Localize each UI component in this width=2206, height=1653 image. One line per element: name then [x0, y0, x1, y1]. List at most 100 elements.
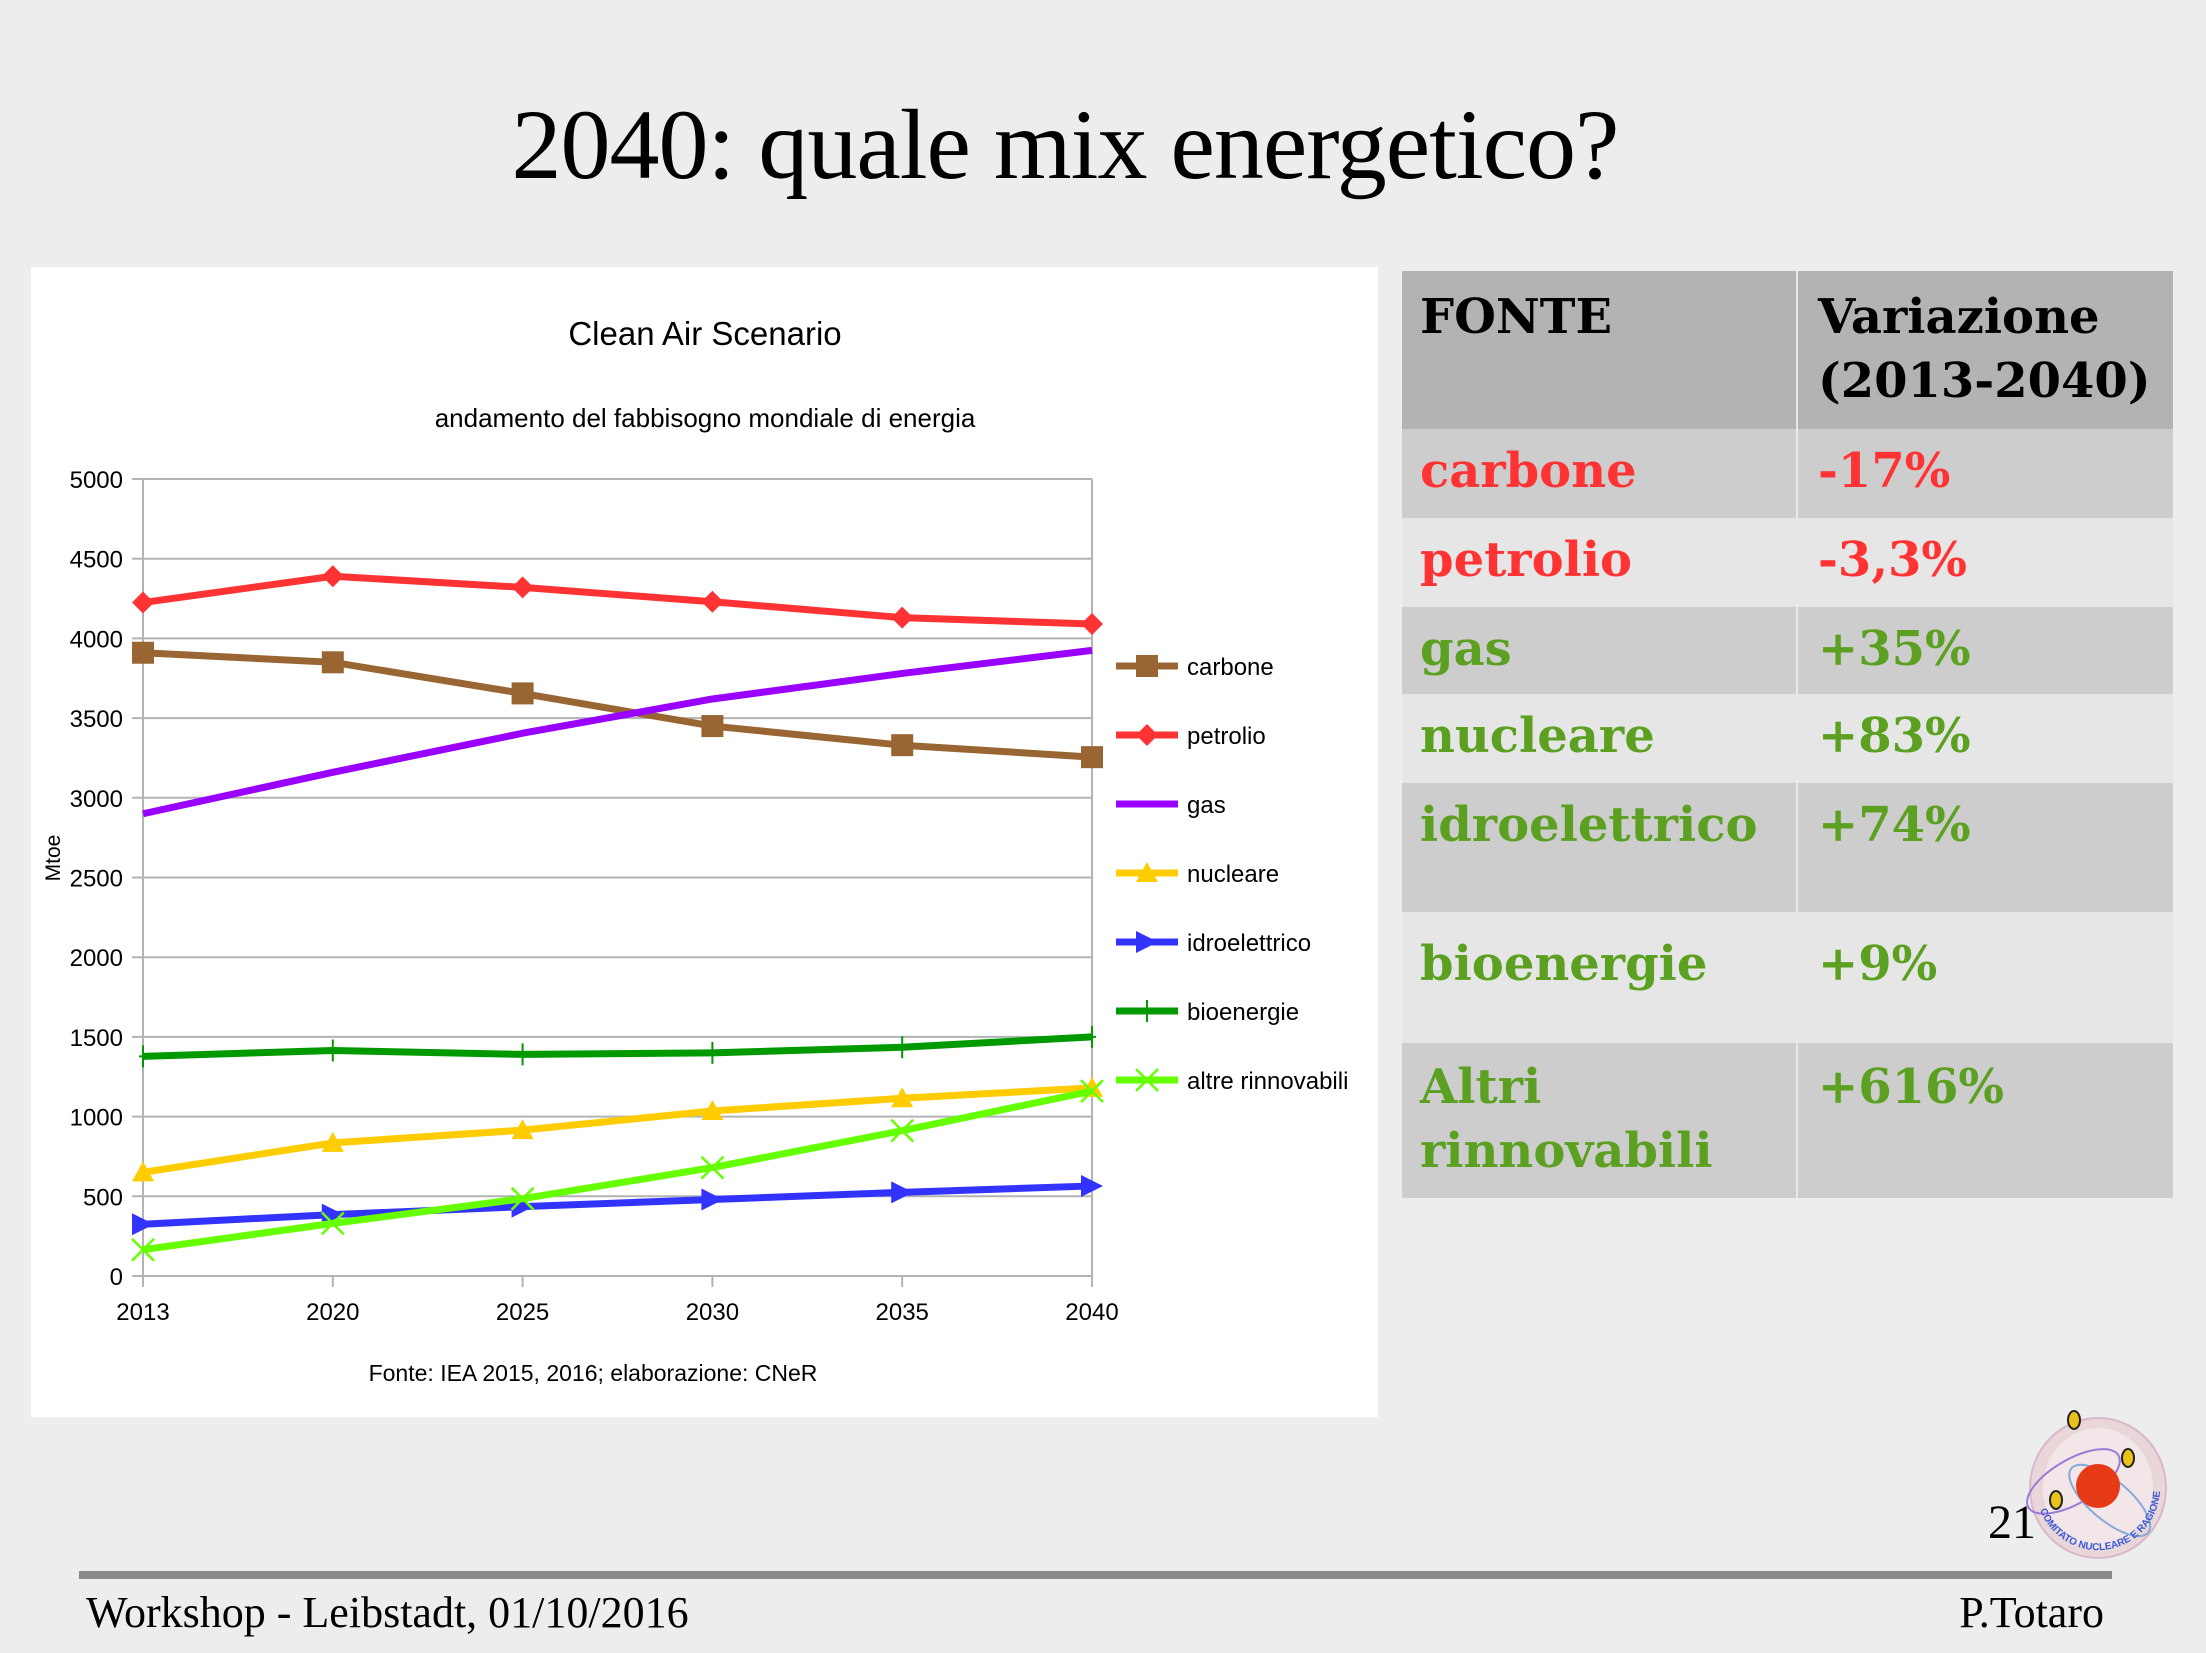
data-point — [132, 1213, 154, 1236]
row-fonte-line1: Altri — [1420, 1059, 1542, 1115]
data-point — [518, 1043, 527, 1066]
legend-marker — [1135, 1068, 1159, 1092]
y-tick-label: 5000 — [70, 467, 123, 494]
data-point — [511, 1119, 534, 1140]
row-fonte: bioenergie — [1402, 912, 1798, 1043]
data-point — [328, 1039, 337, 1062]
y-tick-label: 4500 — [70, 547, 123, 574]
table-header-row: FONTE Variazione (2013-2040) — [1402, 271, 2173, 429]
table-row: gas +35% — [1402, 607, 2173, 694]
x-tick-label: 2013 — [116, 1299, 169, 1326]
data-point — [1088, 1025, 1096, 1048]
row-variazione: +83% — [1818, 708, 1971, 764]
legend-marker — [1143, 1000, 1151, 1022]
y-axis-label: Mtoe — [42, 835, 65, 882]
header-variazione: Variazione (2013-2040) — [1798, 271, 2173, 429]
footer-divider — [79, 1571, 2112, 1579]
data-point — [511, 682, 534, 705]
legend-label: gas — [1187, 792, 1226, 819]
y-tick-label: 2500 — [70, 866, 123, 893]
table-row: nucleare +83% — [1402, 694, 2173, 783]
row-variazione: -3,3% — [1818, 532, 1968, 588]
series-petrolio — [132, 565, 1103, 636]
series-line — [142, 1084, 1093, 1176]
series-line — [142, 1033, 1093, 1060]
data-point — [321, 1203, 344, 1226]
data-point — [700, 1155, 725, 1180]
cner-logo: COMITATO NUCLEARE E RAGIONE — [2026, 1410, 2167, 1559]
legend-label: nucleare — [1187, 861, 1279, 888]
bee-icon — [2049, 1410, 2135, 1510]
data-point — [320, 1211, 345, 1236]
row-variazione: +616% — [1818, 1059, 2005, 1115]
x-tick-label: 2025 — [496, 1299, 549, 1326]
chart-subtitle: andamento del fabbisogno mondiale di ene… — [435, 403, 976, 433]
header-variazione-line1: Variazione — [1818, 289, 2100, 345]
x-tick-label: 2040 — [1065, 1299, 1118, 1326]
legend-item: bioenergie — [1116, 999, 1299, 1026]
x-tick-label: 2020 — [306, 1299, 359, 1326]
legend-item: carbone — [1116, 654, 1274, 681]
row-fonte: carbone — [1402, 429, 1798, 518]
legend-item: nucleare — [1116, 861, 1279, 888]
variation-table: FONTE Variazione (2013-2040) carbone -17… — [1402, 271, 2173, 1198]
footer-author: P.Totaro — [1959, 1588, 2104, 1637]
data-point — [132, 1161, 154, 1182]
row-variazione: +74% — [1818, 797, 1971, 853]
legend-label: idroelettrico — [1187, 930, 1311, 957]
row-fonte: petrolio — [1402, 518, 1798, 607]
data-point — [708, 1041, 717, 1064]
data-point — [701, 715, 724, 738]
legend-marker — [1136, 931, 1158, 953]
row-fonte: idroelettrico — [1402, 783, 1798, 912]
series-altre-rinnovabili — [131, 1079, 1104, 1262]
y-tick-label: 1500 — [70, 1025, 123, 1052]
data-point — [132, 641, 154, 664]
legend-item: gas — [1116, 792, 1226, 819]
data-point — [132, 591, 154, 614]
y-tick-label: 0 — [110, 1264, 123, 1291]
data-point — [1081, 1174, 1103, 1197]
legend-label: bioenergie — [1187, 999, 1299, 1026]
data-point — [321, 565, 344, 588]
y-tick-label: 2000 — [70, 945, 123, 972]
series-line — [142, 1182, 1093, 1228]
data-point — [131, 1237, 155, 1262]
table-row: petrolio -3,3% — [1402, 518, 2173, 607]
legend-item: petrolio — [1116, 723, 1266, 750]
legend-marker — [1136, 724, 1158, 746]
data-point — [891, 606, 914, 629]
data-point — [890, 1118, 915, 1143]
series-line — [142, 1087, 1093, 1254]
data-point — [511, 576, 534, 599]
footer-event: Workshop - Leibstadt, 01/10/2016 — [86, 1588, 689, 1637]
legend-item: idroelettrico — [1116, 930, 1311, 957]
chart-source-note: Fonte: IEA 2015, 2016; elaborazione: CNe… — [369, 1360, 818, 1386]
row-variazione: +35% — [1818, 621, 1971, 677]
row-fonte: gas — [1402, 607, 1798, 694]
series-nucleare — [132, 1076, 1103, 1182]
y-tick-label: 3500 — [70, 706, 123, 733]
data-point — [701, 1188, 724, 1211]
legend-item: altre rinnovabili — [1116, 1068, 1348, 1095]
data-point — [139, 1045, 147, 1068]
data-point — [891, 1087, 914, 1108]
legend-marker — [1136, 862, 1158, 882]
header-fonte: FONTE — [1402, 271, 1798, 429]
slide-title: 2040: quale mix energetico? — [511, 89, 1620, 200]
series-line — [142, 649, 1093, 761]
row-fonte-line2: rinnovabili — [1420, 1123, 1713, 1179]
chart-title: Clean Air Scenario — [568, 315, 841, 352]
table-row: carbone -17% — [1402, 429, 2173, 518]
series-carbone — [132, 641, 1103, 769]
y-tick-label: 4000 — [70, 626, 123, 653]
chart-panel: Clean Air Scenario andamento del fabbiso… — [31, 267, 1378, 1417]
data-point — [1081, 613, 1103, 636]
line-chart: Clean Air Scenario andamento del fabbiso… — [42, 315, 1348, 1386]
y-tick-label: 1000 — [70, 1105, 123, 1132]
data-point — [510, 1186, 535, 1211]
legend-label: petrolio — [1187, 723, 1266, 750]
x-tick-label: 2035 — [876, 1299, 929, 1326]
series-gas — [142, 646, 1093, 818]
row-variazione: -17% — [1818, 443, 1951, 499]
